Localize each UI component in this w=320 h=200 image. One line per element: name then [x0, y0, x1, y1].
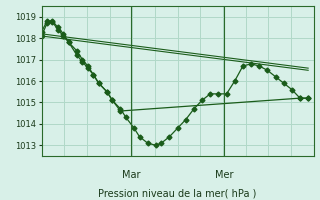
Text: Mer: Mer — [215, 170, 233, 180]
Text: Mar: Mar — [122, 170, 140, 180]
Text: Pression niveau de la mer( hPa ): Pression niveau de la mer( hPa ) — [99, 189, 257, 199]
